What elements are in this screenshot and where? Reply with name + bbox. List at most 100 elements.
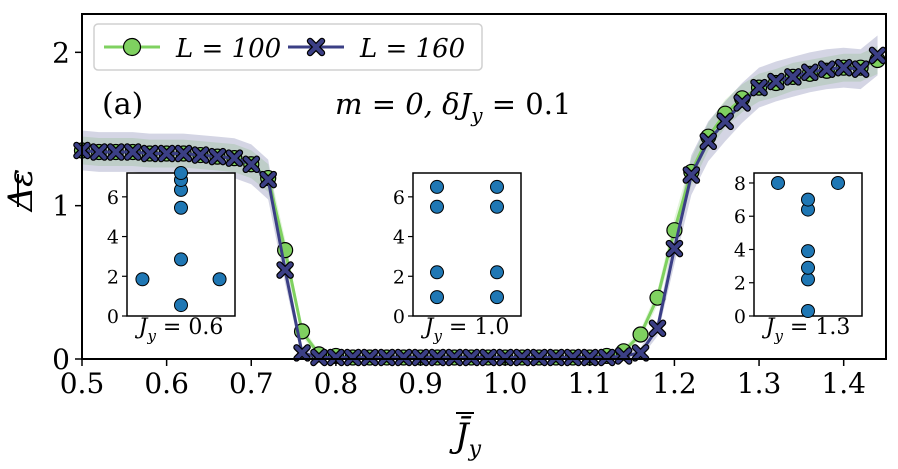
inset-label: Jy = 0.6 (135, 315, 224, 345)
inset-point (174, 252, 188, 267)
marker-circle (122, 37, 142, 57)
inset-point (490, 290, 504, 305)
inset-label-tail: = 1.0 (442, 315, 509, 340)
annotation-sub: y (470, 103, 483, 127)
inset-3: 0 2 4 6 8 Jy = 1.3 (734, 172, 863, 345)
inset-point (135, 272, 150, 287)
x-tick-label: 0.6 (144, 367, 189, 400)
data-point (344, 348, 362, 367)
marker-x (91, 144, 107, 160)
marker-x (683, 167, 699, 183)
marker-x (328, 349, 344, 365)
marker-x (108, 144, 124, 160)
marker-x (294, 345, 310, 361)
data-point (665, 239, 684, 258)
marker-x (531, 349, 547, 365)
inset-label: Jy = 1.3 (762, 315, 851, 345)
main-axes: 0.5 0.6 0.7 0.8 0.9 1.0 1.1 1.2 1.3 1.4 0 1 2 (17, 36, 866, 414)
marker-x (429, 349, 445, 365)
marker-circle (632, 326, 649, 343)
panel-label: (a) (102, 87, 143, 122)
marker-x (565, 349, 581, 365)
marker-x (226, 150, 242, 166)
inset-ytick-label: 4 (107, 227, 119, 249)
y-tick-label: 1 (52, 190, 70, 223)
x-axis-label: J̄y (449, 415, 482, 462)
inset-ytick-label: 0 (107, 306, 119, 328)
inset-point (801, 244, 815, 259)
annotation: m = 0, δJy = 0.1 (335, 87, 571, 127)
inset-label-sub: y (432, 327, 442, 345)
x-tick-label: 0.5 (60, 367, 105, 400)
data-point (632, 326, 649, 343)
inset-point (430, 179, 444, 194)
inset-point (801, 272, 815, 287)
marker-x (209, 149, 225, 165)
marker-x (277, 262, 293, 278)
annotation-tail: = 0.1 (483, 87, 572, 121)
inset-label-head: J (762, 315, 776, 340)
x-tick-label: 0.9 (398, 367, 443, 400)
inset-point (490, 265, 504, 280)
series-2 (73, 46, 887, 367)
inset-point (174, 166, 188, 180)
data-point (564, 348, 582, 367)
inset-point (430, 265, 444, 280)
data-point (648, 319, 667, 338)
inset-ytick-label: 4 (734, 239, 746, 261)
inset-point (430, 290, 444, 305)
data-point (428, 348, 447, 367)
data-point (547, 348, 565, 367)
data-point (631, 344, 650, 362)
legend-label: L = 100 (175, 34, 281, 64)
data-point (513, 348, 531, 367)
legend-item-1: L = 100 (104, 34, 281, 64)
marker-x (413, 349, 429, 365)
marker-x (870, 47, 886, 63)
data-point (817, 60, 836, 78)
inset-point (212, 272, 227, 287)
x-tick-label: 1.0 (483, 367, 528, 400)
inset-1: 0 2 4 6 Jy = 0.6 (107, 166, 236, 345)
legend: L = 100 L = 160 (93, 23, 483, 71)
marker-x (599, 349, 615, 365)
marker-x (480, 349, 496, 365)
data-point (834, 58, 853, 77)
inset-point (174, 200, 188, 215)
y-tick-label: 2 (52, 36, 70, 69)
marker-x (717, 113, 733, 129)
inset-point (490, 179, 504, 194)
data-point (530, 348, 548, 367)
data-point (496, 348, 514, 367)
inset-point (801, 304, 815, 319)
inset-point (801, 192, 815, 207)
data-point (716, 112, 734, 131)
inset-ytick-label: 6 (393, 187, 405, 209)
plot-frame (81, 13, 887, 360)
marker-x (463, 349, 479, 365)
inset-ytick-label: 2 (734, 273, 746, 295)
data-point (191, 146, 210, 164)
x-tick-label: 1.1 (568, 367, 613, 400)
inset-ytick-label: 6 (734, 206, 746, 228)
marker-x (311, 349, 327, 365)
marker-x (308, 39, 324, 55)
data-point (411, 348, 430, 367)
data-point (174, 144, 193, 163)
data-point (157, 144, 176, 163)
x-tick-label: 1.2 (652, 367, 697, 400)
data-point (767, 72, 785, 91)
marker-x (785, 69, 801, 85)
marker-x (734, 95, 750, 111)
inset-point (174, 298, 188, 313)
inset-ytick-label: 2 (107, 266, 119, 288)
marker-x (446, 349, 462, 365)
data-point (225, 149, 244, 167)
marker-x (548, 349, 564, 365)
marker-x (125, 144, 141, 160)
inset-label: Jy = 1.0 (421, 315, 510, 345)
data-point (140, 144, 159, 163)
band-series-2 (82, 35, 878, 359)
data-point (750, 78, 768, 97)
marker-x (345, 349, 361, 365)
